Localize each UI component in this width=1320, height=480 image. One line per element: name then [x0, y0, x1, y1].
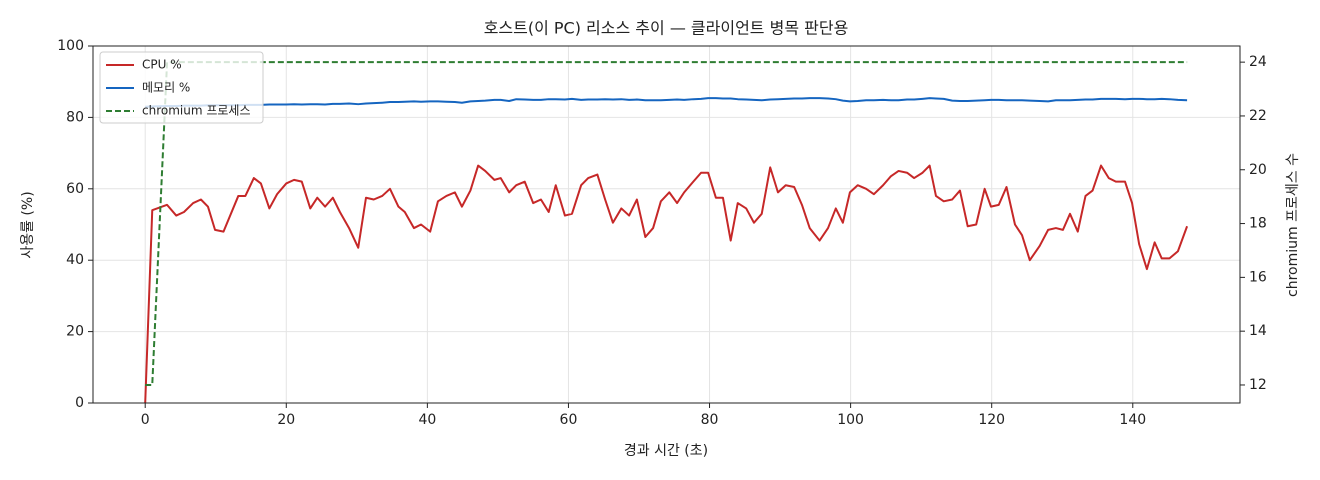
- plot-frame: [92, 45, 1241, 404]
- x-tick-label: 20: [277, 412, 295, 428]
- x-axis-label: 경과 시간 (초): [624, 443, 708, 459]
- x-tick-label: 100: [837, 412, 864, 428]
- y-tick-label: 40: [66, 252, 84, 268]
- chart-title: 호스트(이 PC) 리소스 추이 — 클라이언트 병목 판단용: [484, 19, 849, 38]
- legend-label: CPU %: [142, 58, 182, 72]
- series-line: [145, 97, 1188, 108]
- y-tick-label: 100: [57, 38, 84, 54]
- x-tick-label: 140: [1119, 412, 1146, 428]
- legend-label: chromium 프로세스: [142, 104, 251, 118]
- y2-tick-label: 22: [1249, 108, 1267, 124]
- x-tick-label: 40: [418, 412, 436, 428]
- x-tick-label: 80: [701, 412, 719, 428]
- y-tick-label: 60: [66, 181, 84, 197]
- y2-tick-label: 24: [1249, 54, 1267, 70]
- y2-tick-label: 20: [1249, 162, 1267, 178]
- y-tick-label: 0: [75, 395, 84, 411]
- series-line: [144, 164, 1189, 404]
- y2-tick-label: 12: [1249, 377, 1267, 393]
- legend-box: [99, 51, 264, 124]
- y2-tick-label: 18: [1249, 216, 1267, 232]
- series-line: [145, 61, 1188, 386]
- legend: CPU % 메모리 % chromium 프로세스: [99, 51, 264, 124]
- y2-tick-label: 16: [1249, 269, 1267, 285]
- y-tick-label: 80: [66, 109, 84, 125]
- y-axis-label: 사용률 (%): [20, 191, 36, 258]
- x-tick-label: 60: [560, 412, 578, 428]
- x-tick-label: 120: [978, 412, 1005, 428]
- legend-label: 메모리 %: [142, 81, 190, 95]
- y-tick-label: 20: [66, 324, 84, 340]
- x-tick-label: 0: [141, 412, 150, 428]
- y2-tick-label: 14: [1249, 323, 1267, 339]
- y2-axis-label: chromium 프로세스 수: [1285, 153, 1301, 297]
